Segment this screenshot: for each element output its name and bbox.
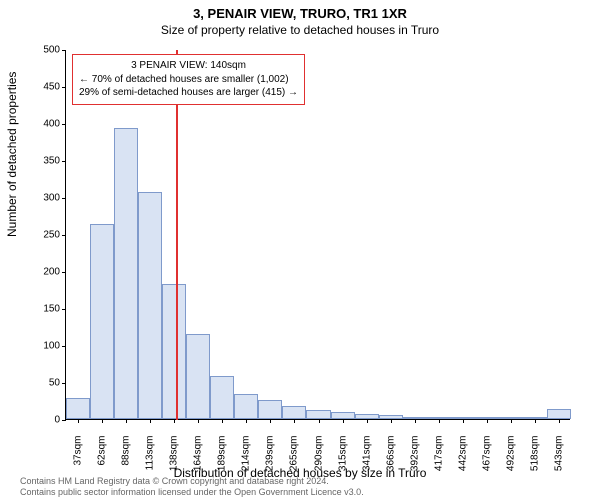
y-tick-mark <box>62 87 66 88</box>
histogram-bar <box>138 192 162 419</box>
histogram-bar <box>114 128 138 419</box>
annotation-line: ← 70% of detached houses are smaller (1,… <box>79 73 298 87</box>
y-tick-mark <box>62 50 66 51</box>
histogram-chart: 05010015020025030035040045050037sqm62sqm… <box>65 50 570 420</box>
x-tick-mark <box>415 419 416 423</box>
x-tick-mark <box>246 419 247 423</box>
x-tick-mark <box>150 419 151 423</box>
reference-line <box>176 50 178 420</box>
histogram-bar <box>66 398 90 419</box>
y-tick-label: 50 <box>28 378 60 389</box>
x-tick-mark <box>463 419 464 423</box>
x-tick-mark <box>126 419 127 423</box>
y-tick-mark <box>62 198 66 199</box>
footer-line: Contains HM Land Registry data © Crown c… <box>20 476 364 487</box>
y-tick-mark <box>62 383 66 384</box>
x-tick-mark <box>222 419 223 423</box>
y-tick-label: 300 <box>28 193 60 204</box>
y-tick-label: 150 <box>28 304 60 315</box>
y-tick-label: 100 <box>28 341 60 352</box>
x-tick-mark <box>294 419 295 423</box>
y-tick-mark <box>62 272 66 273</box>
page-subtitle: Size of property relative to detached ho… <box>0 21 600 37</box>
histogram-bar <box>210 376 234 419</box>
x-tick-mark <box>102 419 103 423</box>
histogram-bar <box>331 412 355 419</box>
y-tick-label: 250 <box>28 230 60 241</box>
y-tick-label: 450 <box>28 82 60 93</box>
y-tick-mark <box>62 309 66 310</box>
x-tick-mark <box>198 419 199 423</box>
x-tick-mark <box>319 419 320 423</box>
y-tick-mark <box>62 124 66 125</box>
y-tick-mark <box>62 161 66 162</box>
histogram-bar <box>547 409 571 419</box>
x-tick-mark <box>367 419 368 423</box>
x-tick-mark <box>270 419 271 423</box>
histogram-bar <box>162 284 186 419</box>
histogram-bar <box>234 394 258 419</box>
x-tick-mark <box>487 419 488 423</box>
y-tick-mark <box>62 346 66 347</box>
histogram-bar <box>258 400 282 419</box>
histogram-bar <box>282 406 306 419</box>
y-tick-label: 500 <box>28 45 60 56</box>
x-tick-mark <box>174 419 175 423</box>
histogram-bar <box>186 334 210 419</box>
x-tick-mark <box>535 419 536 423</box>
x-tick-mark <box>343 419 344 423</box>
x-tick-mark <box>559 419 560 423</box>
x-tick-mark <box>391 419 392 423</box>
histogram-bar <box>306 410 330 419</box>
y-tick-label: 350 <box>28 156 60 167</box>
annotation-line: 3 PENAIR VIEW: 140sqm <box>79 59 298 73</box>
y-tick-label: 400 <box>28 119 60 130</box>
footer-line: Contains public sector information licen… <box>20 487 364 498</box>
page-title: 3, PENAIR VIEW, TRURO, TR1 1XR <box>0 0 600 21</box>
annotation-line: 29% of semi-detached houses are larger (… <box>79 86 298 100</box>
plot-area: 05010015020025030035040045050037sqm62sqm… <box>65 50 570 420</box>
x-tick-mark <box>439 419 440 423</box>
histogram-bar <box>90 224 114 419</box>
y-axis-label: Number of detached properties <box>5 72 19 237</box>
x-tick-mark <box>78 419 79 423</box>
y-tick-mark <box>62 420 66 421</box>
y-tick-mark <box>62 235 66 236</box>
x-tick-mark <box>511 419 512 423</box>
y-tick-label: 200 <box>28 267 60 278</box>
footer-attribution: Contains HM Land Registry data © Crown c… <box>20 476 364 498</box>
y-tick-label: 0 <box>28 415 60 426</box>
annotation-box: 3 PENAIR VIEW: 140sqm← 70% of detached h… <box>72 54 305 105</box>
